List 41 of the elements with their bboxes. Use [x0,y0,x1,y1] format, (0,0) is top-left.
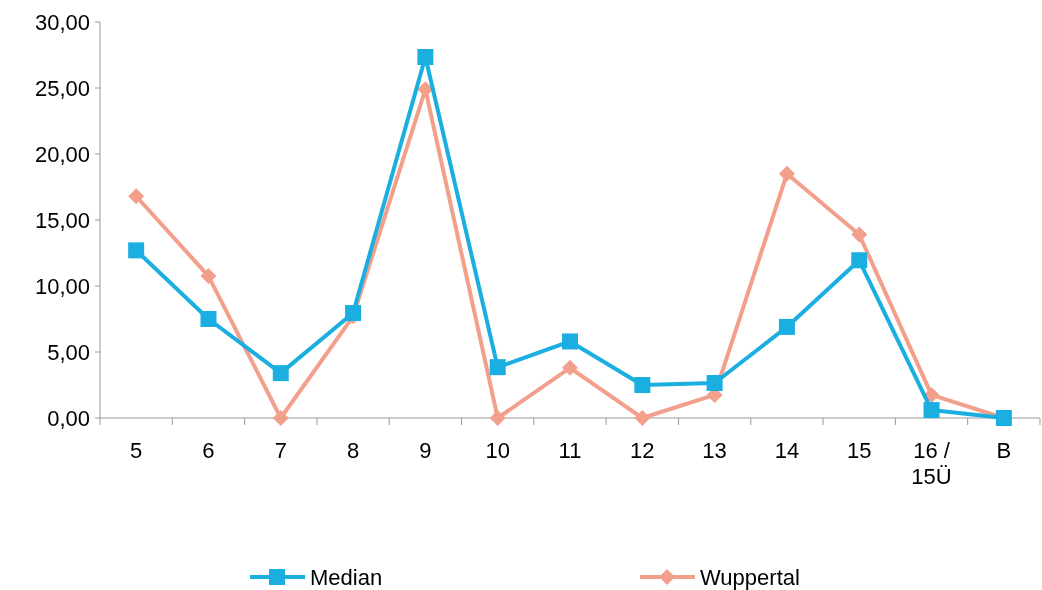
y-tick-label: 30,00 [34,9,90,35]
point [562,333,578,350]
point [706,375,723,392]
x-tick-label: 6 [202,438,215,463]
point [634,410,651,426]
x-tick-label: 11 [558,438,582,463]
y-tick-label: 5,00 [47,339,90,365]
point [634,377,651,393]
x-tick-label: 7 [274,438,287,463]
x-tick-label: 14 [774,438,800,463]
x-tick-label: 8 [346,438,360,463]
x-tick-label: 15 [846,438,872,463]
legend-label: Wuppertal [700,564,800,590]
point [489,359,506,376]
x-tick-label: 16 / 15Ü [911,438,952,489]
y-tick-label: 25,00 [34,75,90,101]
y-tick-label: 10,00 [34,273,90,299]
x-tick-label: 12 [630,438,655,463]
point [562,359,578,376]
point [272,410,289,426]
point [851,226,868,243]
point [923,402,940,419]
point [200,311,217,327]
x-tick-label: 5 [130,438,143,463]
point [851,252,868,269]
point [272,365,289,382]
x-tick-label: B [996,438,1012,463]
point [778,318,795,335]
legend-label: Median [310,564,383,590]
y-tick-label: 0,00 [47,405,90,431]
point [417,48,434,65]
x-tick-label: 13 [702,438,727,463]
point [489,410,506,426]
x-tick-label: 10 [485,438,510,463]
point [128,242,145,259]
point [200,268,217,285]
point [778,165,795,182]
point [128,188,145,205]
y-tick-label: 15,00 [34,207,90,233]
x-tick-label: 9 [419,438,432,463]
y-tick-label: 20,00 [34,141,90,167]
